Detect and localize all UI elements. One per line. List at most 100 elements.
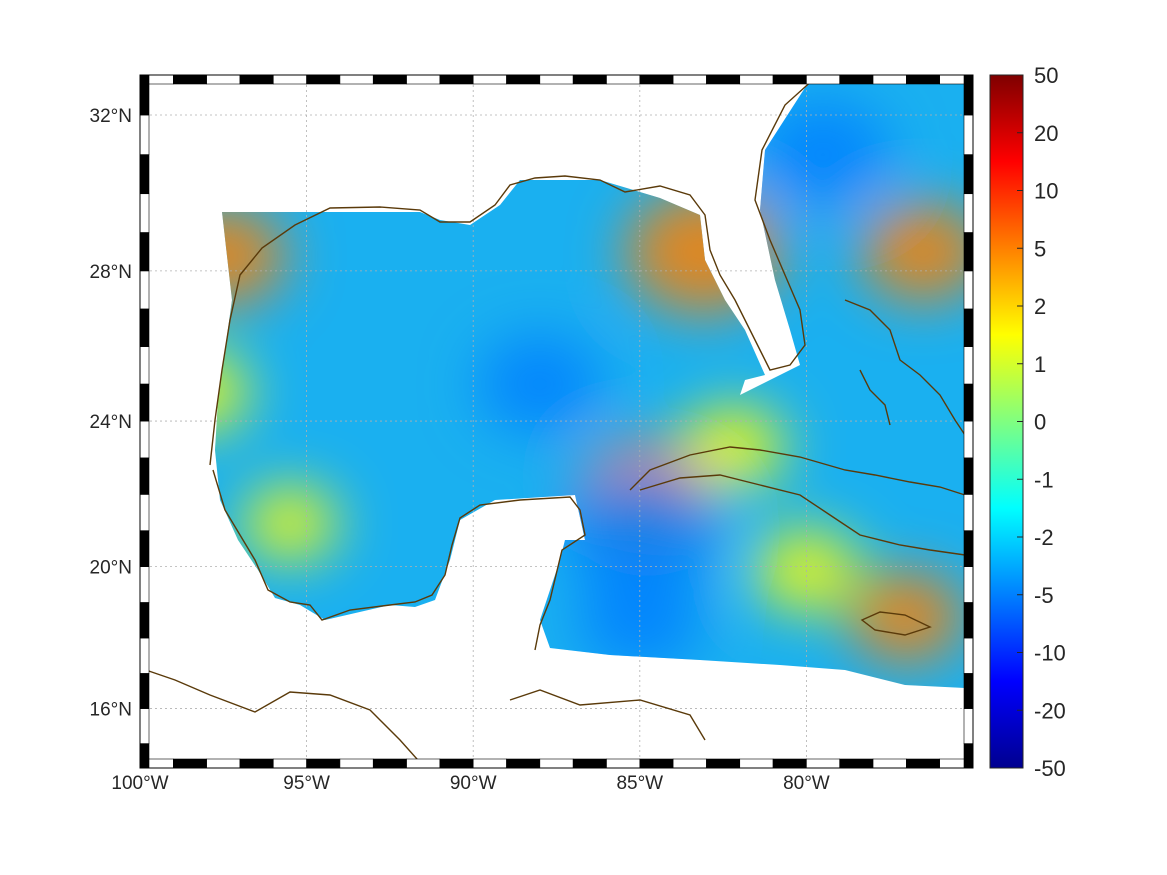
frame-segment bbox=[139, 566, 150, 603]
frame-segment bbox=[139, 420, 150, 459]
frame-segment bbox=[963, 743, 974, 769]
honduras-coastline bbox=[509, 689, 706, 741]
frame-segment bbox=[306, 758, 341, 769]
frame-segment bbox=[139, 346, 150, 385]
frame-segment bbox=[506, 74, 541, 85]
frame-segment bbox=[639, 74, 674, 85]
frame-segment bbox=[139, 270, 150, 310]
frame-segment bbox=[572, 74, 607, 85]
latitude-tick-labels: 32°N 28°N 24°N 20°N 16°N bbox=[90, 106, 132, 721]
frame-segment bbox=[963, 346, 974, 385]
colorbar-tick-label: 20 bbox=[1034, 121, 1058, 146]
colorbar-tick-label: -5 bbox=[1034, 583, 1054, 608]
frame-segment bbox=[139, 530, 150, 567]
frame-segment bbox=[872, 74, 907, 85]
frame-segment bbox=[963, 114, 974, 155]
frame-segment bbox=[139, 383, 150, 422]
frame-segment bbox=[139, 193, 150, 233]
latitude-tick-label: 16°N bbox=[90, 700, 132, 721]
frame-segment bbox=[963, 232, 974, 272]
colorbar-tick-label: 0 bbox=[1034, 410, 1046, 435]
frame-segment bbox=[539, 758, 574, 769]
frame-segment bbox=[906, 758, 940, 769]
gulf-coastline bbox=[209, 77, 816, 466]
frame-segment bbox=[839, 74, 874, 85]
colorbar-tick-label: 10 bbox=[1034, 179, 1058, 204]
frame-segment bbox=[963, 270, 974, 310]
frame-segment bbox=[606, 758, 641, 769]
frame-segment bbox=[139, 673, 150, 709]
colorbar-tick-label: 1 bbox=[1034, 352, 1046, 377]
frame-outline bbox=[139, 74, 974, 769]
frame-segment bbox=[963, 193, 974, 233]
frame-segment bbox=[806, 758, 841, 769]
frame-segment bbox=[806, 74, 841, 85]
frame-segment bbox=[272, 74, 307, 85]
frame-segment bbox=[439, 74, 474, 85]
frame-segment bbox=[572, 758, 607, 769]
frame-segment bbox=[139, 743, 150, 769]
frame-segment bbox=[139, 232, 150, 272]
frame-segment bbox=[506, 758, 541, 769]
frame-segment bbox=[706, 758, 741, 769]
anomaly-jamaica-warm bbox=[848, 570, 964, 663]
frame-segment bbox=[173, 758, 207, 769]
longitude-tick-label: 80°W bbox=[783, 773, 830, 794]
frame-segment bbox=[139, 494, 150, 531]
frame-segment bbox=[672, 74, 707, 85]
frame-segment bbox=[139, 457, 150, 495]
frame-segment bbox=[639, 758, 674, 769]
frame-segment bbox=[963, 708, 974, 744]
frame-segment bbox=[872, 758, 907, 769]
frame-segment bbox=[306, 74, 341, 85]
frame-segment bbox=[239, 758, 274, 769]
colorbar-tick-label: 5 bbox=[1034, 236, 1046, 261]
frame-segment bbox=[672, 758, 707, 769]
frame-segment bbox=[539, 74, 574, 85]
frame-segment bbox=[606, 74, 641, 85]
anomaly-atlantic-cold bbox=[755, 100, 891, 209]
frame-segment bbox=[339, 758, 374, 769]
longitude-tick-label: 100°W bbox=[111, 773, 168, 794]
frame-segment bbox=[406, 74, 441, 85]
cuba-coastline bbox=[629, 446, 966, 556]
bahamas-coastline bbox=[844, 299, 966, 436]
frame-segment bbox=[472, 758, 507, 769]
frame-segment bbox=[963, 566, 974, 603]
frame-segment bbox=[772, 74, 807, 85]
frame-segment bbox=[139, 74, 150, 116]
anomaly-veracruz-warm bbox=[242, 485, 338, 562]
colorbar-tick-label: -1 bbox=[1034, 467, 1054, 492]
jamaica-coastline bbox=[860, 611, 932, 636]
longitude-tick-labels: 100°W 95°W 90°W 85°W 80°W bbox=[111, 773, 829, 794]
frame-segment bbox=[372, 758, 407, 769]
frame-segment bbox=[439, 758, 474, 769]
latitude-tick-label: 28°N bbox=[90, 262, 132, 283]
latitude-tick-label: 24°N bbox=[90, 412, 132, 433]
frame-segment bbox=[906, 74, 940, 85]
anomaly-central-gulf-cold bbox=[477, 333, 603, 434]
colorbar-tick-label: 50 bbox=[1034, 63, 1058, 88]
frame-segment bbox=[963, 637, 974, 674]
frame-segment bbox=[139, 637, 150, 674]
frame-segment bbox=[739, 74, 774, 85]
frame-segment bbox=[372, 74, 407, 85]
frame-segment bbox=[739, 758, 774, 769]
frame-segment bbox=[963, 154, 974, 195]
colorbar-tick-label: -50 bbox=[1034, 756, 1066, 781]
frame-segment bbox=[963, 308, 974, 347]
latitude-tick-label: 32°N bbox=[90, 106, 132, 127]
frame-segment bbox=[963, 74, 974, 116]
colorbar-tick-label: -20 bbox=[1034, 698, 1066, 723]
frame-segment bbox=[963, 602, 974, 639]
frame-segment bbox=[963, 383, 974, 422]
frame-segment bbox=[239, 74, 274, 85]
colorbar-tick-label: -2 bbox=[1034, 525, 1054, 550]
colorbar-tick-label: -10 bbox=[1034, 641, 1066, 666]
anomaly-atlantic-warm bbox=[860, 201, 965, 302]
frame-segment bbox=[706, 74, 741, 85]
frame-segment bbox=[139, 308, 150, 347]
